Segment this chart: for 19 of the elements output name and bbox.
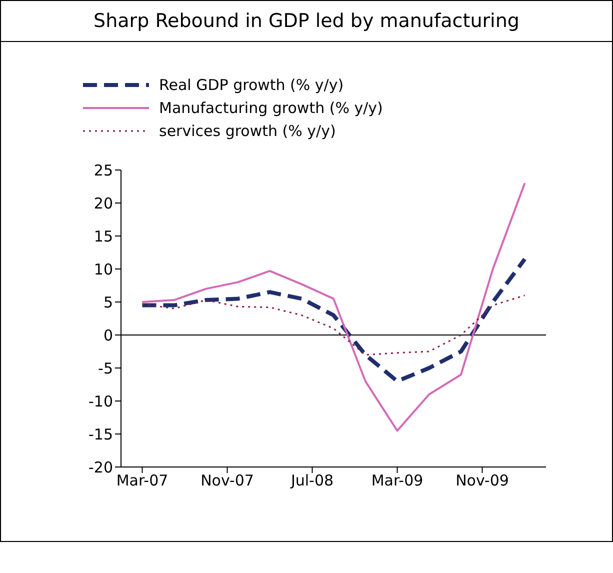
legend-label: Manufacturing growth (% y/y) (159, 98, 383, 116)
y-tick-label: 15 (94, 227, 113, 246)
y-tick-label: -10 (88, 392, 113, 410)
y-tick-label: -15 (88, 425, 113, 444)
y-tick-label: 25 (94, 161, 113, 180)
y-tick-label: -20 (88, 458, 113, 476)
y-tick-label: 0 (103, 326, 113, 344)
x-tick-label: Jul-08 (290, 472, 334, 490)
x-tick-label: Nov-09 (456, 472, 509, 490)
y-tick-label: -5 (98, 359, 113, 378)
chart-title: Sharp Rebound in GDP led by manufacturing (1, 1, 612, 42)
x-tick-label: Mar-07 (116, 472, 168, 490)
x-tick-label: Nov-07 (200, 472, 254, 490)
x-tick-label: Mar-09 (371, 472, 424, 490)
y-tick-label: 10 (94, 260, 113, 278)
y-tick-label: 20 (94, 194, 113, 212)
y-tick-label: 5 (103, 293, 113, 312)
legend-label: Real GDP growth (% y/y) (159, 76, 344, 94)
legend-label: services growth (% y/y) (159, 122, 336, 140)
